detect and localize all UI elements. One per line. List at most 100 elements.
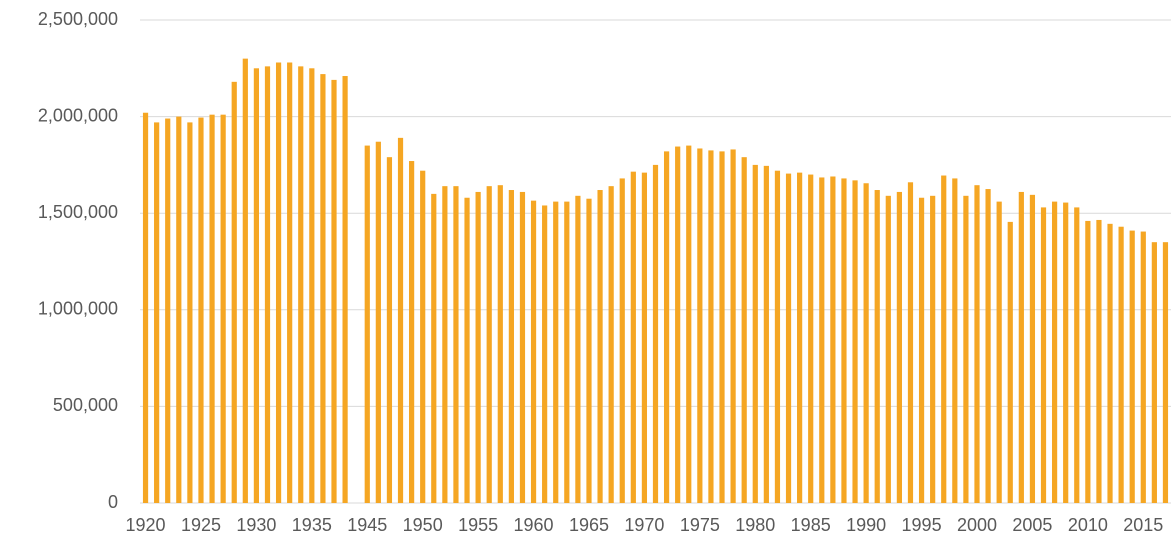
bar (442, 186, 448, 504)
x-tick-label: 2015 (1123, 515, 1163, 535)
bar (553, 201, 559, 503)
bar (1040, 207, 1047, 504)
bar (741, 157, 747, 503)
bar (974, 185, 980, 503)
bar (608, 186, 614, 504)
bar (675, 146, 681, 503)
y-tick-label: 2,500,000 (38, 9, 118, 29)
bar (187, 122, 193, 503)
x-tick-label: 1935 (292, 515, 332, 535)
x-tick-label: 1965 (569, 515, 609, 535)
bar (797, 172, 803, 504)
x-tick-label: 1975 (680, 515, 720, 535)
bar (242, 58, 248, 503)
bar (220, 114, 226, 503)
x-tick-label: 2005 (1012, 515, 1052, 535)
x-tick-label: 1925 (181, 515, 221, 535)
bar (486, 186, 492, 504)
bar (907, 182, 914, 503)
bar (597, 190, 603, 504)
y-tick-label: 0 (108, 492, 118, 512)
bar (1107, 223, 1113, 504)
bar (785, 173, 792, 503)
bar (630, 171, 636, 504)
bar (420, 170, 426, 504)
bar (386, 157, 393, 503)
x-tick-label: 2010 (1068, 515, 1108, 535)
bar (497, 185, 503, 503)
y-tick-label: 1,000,000 (38, 299, 118, 319)
bar (874, 190, 880, 504)
bar (542, 205, 548, 504)
x-tick-label: 1980 (735, 515, 775, 535)
bar (730, 149, 736, 503)
bar (198, 117, 204, 503)
bar (941, 175, 947, 503)
bar (963, 195, 969, 503)
bar (1129, 230, 1135, 503)
bar (530, 200, 537, 503)
bar (663, 151, 670, 503)
bar (1029, 194, 1036, 503)
bar (819, 177, 825, 503)
bar (264, 66, 271, 504)
x-tick-label: 1955 (458, 515, 498, 535)
x-tick-label: 1985 (791, 515, 831, 535)
bar (852, 180, 858, 503)
bar (586, 198, 592, 503)
bar (575, 195, 581, 503)
bar (298, 66, 304, 504)
bar (564, 201, 570, 503)
bar (508, 190, 514, 504)
x-tick-label: 2000 (957, 515, 997, 535)
bar (375, 141, 381, 503)
bar (209, 114, 215, 503)
x-tick-label: 1920 (126, 515, 166, 535)
bar (863, 183, 869, 503)
x-tick-label: 1970 (624, 515, 664, 535)
bar (1140, 231, 1146, 503)
bar (985, 189, 991, 504)
bar (808, 174, 814, 503)
bar (1151, 242, 1157, 503)
bar (320, 74, 326, 503)
bar (154, 122, 160, 503)
bar (918, 197, 925, 503)
y-tick-label: 2,000,000 (38, 105, 118, 125)
bar (409, 161, 415, 503)
bar (464, 197, 470, 503)
bar (885, 195, 891, 503)
x-tick-label: 1960 (514, 515, 554, 535)
bar (697, 148, 703, 503)
bar (519, 191, 526, 503)
bar (652, 164, 659, 503)
x-tick-label: 1995 (902, 515, 942, 535)
bar (1074, 207, 1080, 504)
bar (1051, 201, 1058, 503)
bar (431, 193, 437, 503)
bar (619, 178, 625, 503)
bar (774, 170, 781, 504)
bar (719, 151, 725, 503)
y-tick-label: 500,000 (53, 395, 118, 415)
bar (287, 62, 293, 504)
bar (231, 81, 237, 503)
x-tick-label: 1945 (347, 515, 387, 535)
bar (641, 172, 648, 504)
bar (342, 76, 348, 503)
bar (142, 112, 149, 504)
bar (1096, 219, 1102, 503)
bar (1063, 202, 1069, 503)
bar (1018, 191, 1024, 503)
bar (708, 150, 714, 503)
bar (253, 68, 260, 504)
bar (996, 201, 1002, 503)
bar (364, 145, 370, 503)
bar (475, 191, 481, 503)
bar (1118, 226, 1124, 503)
y-tick-label: 1,500,000 (38, 202, 118, 222)
bar (763, 165, 769, 503)
bar (896, 191, 902, 503)
x-tick-label: 1930 (236, 515, 276, 535)
